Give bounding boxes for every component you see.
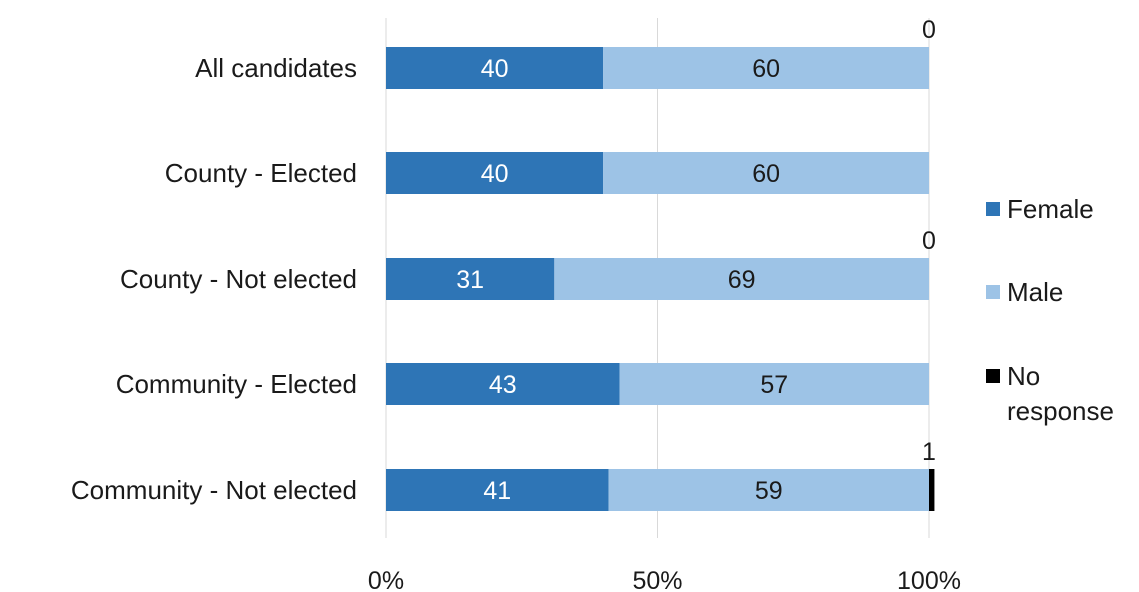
data-label-no-response: 0 (922, 16, 936, 44)
bar-segment-female (386, 47, 604, 89)
data-label-female: 43 (489, 371, 517, 399)
bar-segment-no-response (929, 469, 935, 511)
data-label-male: 60 (752, 55, 780, 83)
bar-segment-male (608, 469, 929, 511)
bar-segment-female (386, 258, 555, 300)
bar-segment-female (386, 469, 609, 511)
bar-segment-male (619, 363, 929, 405)
legend-label: No response (1007, 361, 1114, 426)
data-label-male: 69 (728, 266, 756, 294)
category-label: All candidates (195, 53, 357, 83)
data-label-female: 41 (483, 477, 511, 505)
data-label-no-response: 1 (922, 438, 936, 466)
legend-swatch (986, 202, 1000, 216)
bars: 40 60 0 40 60 31 69 0 43 57 41 59 1 (386, 16, 936, 511)
bar-segment-female (386, 152, 604, 194)
bar-segment-male (603, 47, 929, 89)
legend: Female Male No response (986, 194, 1114, 426)
data-label-female: 31 (456, 266, 484, 294)
category-label: Community - Not elected (71, 475, 357, 505)
bar-segment-male (603, 152, 929, 194)
legend-label: Male (1007, 277, 1063, 307)
x-axis-ticks: 0% 50% 100% (368, 567, 961, 592)
bar-segment-female (386, 363, 620, 405)
legend-swatch (986, 369, 1000, 383)
data-label-male: 57 (760, 371, 788, 399)
category-label: County - Not elected (120, 264, 357, 294)
data-label-female: 40 (481, 55, 509, 83)
data-label-male: 59 (755, 477, 783, 505)
data-label-female: 40 (481, 160, 509, 188)
x-tick-label: 0% (368, 567, 404, 592)
x-tick-label: 50% (632, 567, 682, 592)
category-labels: All candidates County - Elected County - N… (71, 53, 357, 505)
data-label-no-response: 0 (922, 227, 936, 255)
bar-segment-male (554, 258, 929, 300)
legend-label: Female (1007, 194, 1094, 224)
data-label-male: 60 (752, 160, 780, 188)
category-label: Community - Elected (116, 369, 357, 399)
category-label: County - Elected (165, 158, 357, 188)
legend-swatch (986, 285, 1000, 299)
x-tick-label: 100% (897, 567, 961, 592)
